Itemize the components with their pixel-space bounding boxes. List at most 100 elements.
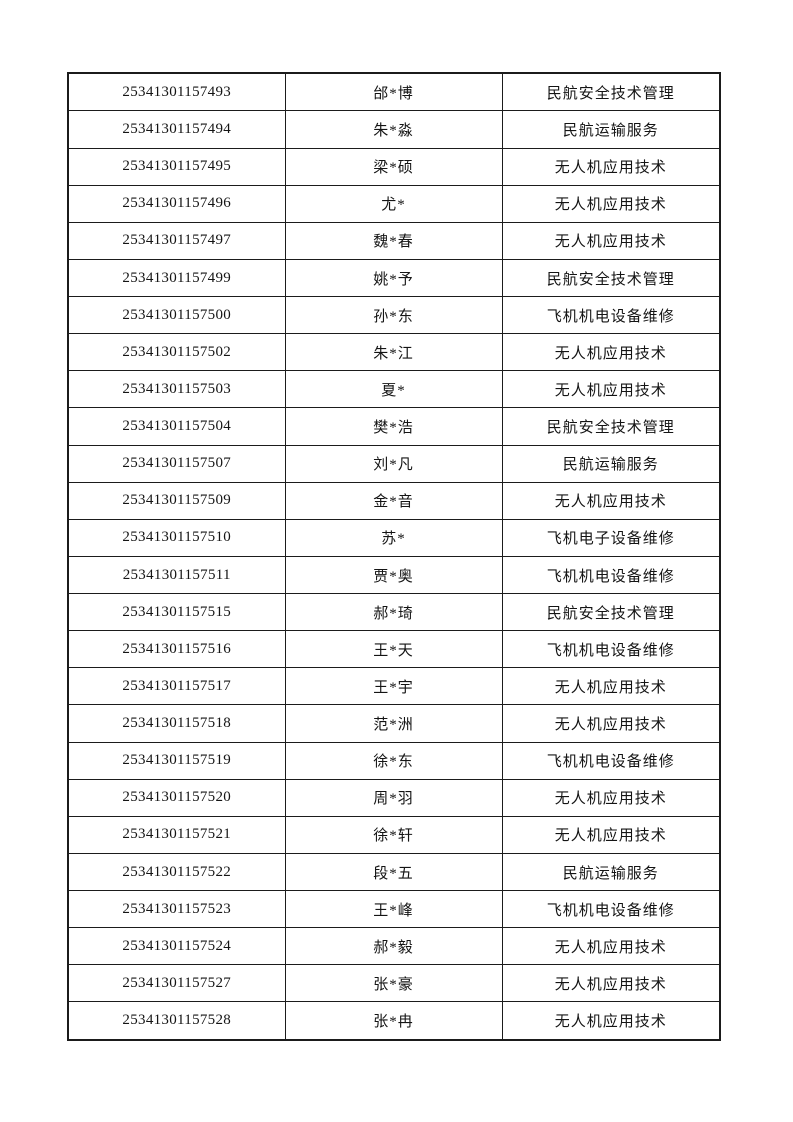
candidate-id-cell: 25341301157495 xyxy=(67,147,286,186)
candidate-name-cell: 郝*琦 xyxy=(284,593,503,632)
table-row: 25341301157524 郝*毅 无人机应用技术 xyxy=(67,927,721,966)
candidate-id-cell: 25341301157493 xyxy=(67,72,286,112)
candidate-name-cell: 贾*奥 xyxy=(284,555,503,595)
candidate-name-cell: 徐*东 xyxy=(284,741,503,780)
admission-roster-table: 25341301157493 邰*博 民航安全技术管理 25341301157494 朱… xyxy=(67,72,721,1041)
table-row: 25341301157528 张*冉 无人机应用技术 xyxy=(67,1001,721,1041)
major-name-cell: 无人机应用技术 xyxy=(501,1001,721,1041)
table-row: 25341301157495 梁*硕 无人机应用技术 xyxy=(67,147,721,186)
candidate-id-cell: 25341301157504 xyxy=(67,407,286,446)
table-row: 25341301157510 苏* 飞机电子设备维修 xyxy=(67,518,721,557)
major-name-cell: 无人机应用技术 xyxy=(501,927,721,966)
candidate-name-cell: 徐*轩 xyxy=(284,815,503,854)
candidate-name-cell: 张*豪 xyxy=(284,964,503,1003)
candidate-id-cell: 25341301157499 xyxy=(67,258,286,298)
table-row: 25341301157520 周*羽 无人机应用技术 xyxy=(67,778,721,817)
major-name-cell: 飞机电子设备维修 xyxy=(501,518,721,557)
candidate-name-cell: 邰*博 xyxy=(284,72,503,112)
table-row: 25341301157494 朱*淼 民航运输服务 xyxy=(67,110,721,149)
candidate-name-cell: 孙*东 xyxy=(284,296,503,335)
major-name-cell: 飞机机电设备维修 xyxy=(501,630,721,669)
table-row: 25341301157504 樊*浩 民航安全技术管理 xyxy=(67,407,721,446)
major-name-cell: 无人机应用技术 xyxy=(501,147,721,186)
candidate-id-cell: 25341301157515 xyxy=(67,593,286,632)
major-name-cell: 民航运输服务 xyxy=(501,444,721,483)
major-name-cell: 无人机应用技术 xyxy=(501,704,721,743)
candidate-name-cell: 郝*毅 xyxy=(284,927,503,966)
candidate-id-cell: 25341301157511 xyxy=(67,555,286,595)
candidate-id-cell: 25341301157528 xyxy=(67,1001,286,1041)
candidate-name-cell: 朱*江 xyxy=(284,333,503,372)
table-row: 25341301157500 孙*东 飞机机电设备维修 xyxy=(67,296,721,335)
table-row: 25341301157496 尤* 无人机应用技术 xyxy=(67,184,721,223)
candidate-name-cell: 朱*淼 xyxy=(284,110,503,149)
candidate-id-cell: 25341301157497 xyxy=(67,221,286,260)
candidate-name-cell: 张*冉 xyxy=(284,1001,503,1041)
major-name-cell: 无人机应用技术 xyxy=(501,221,721,260)
table-row: 25341301157503 夏* 无人机应用技术 xyxy=(67,370,721,409)
table-row: 25341301157516 王*天 飞机机电设备维修 xyxy=(67,630,721,669)
major-name-cell: 无人机应用技术 xyxy=(501,481,721,520)
table-row: 25341301157499 姚*予 民航安全技术管理 xyxy=(67,258,721,298)
major-name-cell: 飞机机电设备维修 xyxy=(501,296,721,335)
candidate-name-cell: 苏* xyxy=(284,518,503,557)
candidate-id-cell: 25341301157494 xyxy=(67,110,286,149)
table-row: 25341301157522 段*五 民航运输服务 xyxy=(67,852,721,892)
table-row: 25341301157517 王*宇 无人机应用技术 xyxy=(67,667,721,706)
candidate-name-cell: 姚*予 xyxy=(284,258,503,298)
candidate-name-cell: 王*峰 xyxy=(284,890,503,929)
major-name-cell: 无人机应用技术 xyxy=(501,184,721,223)
table-row: 25341301157519 徐*东 飞机机电设备维修 xyxy=(67,741,721,780)
candidate-id-cell: 25341301157517 xyxy=(67,667,286,706)
candidate-id-cell: 25341301157510 xyxy=(67,518,286,557)
candidate-id-cell: 25341301157520 xyxy=(67,778,286,817)
table-row: 25341301157497 魏*春 无人机应用技术 xyxy=(67,221,721,260)
candidate-id-cell: 25341301157503 xyxy=(67,370,286,409)
table-row: 25341301157509 金*音 无人机应用技术 xyxy=(67,481,721,520)
candidate-name-cell: 梁*硕 xyxy=(284,147,503,186)
table-row: 25341301157507 刘*凡 民航运输服务 xyxy=(67,444,721,483)
candidate-id-cell: 25341301157527 xyxy=(67,964,286,1003)
major-name-cell: 民航运输服务 xyxy=(501,852,721,892)
table-row: 25341301157502 朱*江 无人机应用技术 xyxy=(67,333,721,372)
major-name-cell: 无人机应用技术 xyxy=(501,370,721,409)
table-row: 25341301157511 贾*奥 飞机机电设备维修 xyxy=(67,555,721,595)
candidate-name-cell: 金*音 xyxy=(284,481,503,520)
table-row: 25341301157493 邰*博 民航安全技术管理 xyxy=(67,72,721,112)
candidate-name-cell: 刘*凡 xyxy=(284,444,503,483)
major-name-cell: 无人机应用技术 xyxy=(501,333,721,372)
major-name-cell: 无人机应用技术 xyxy=(501,778,721,817)
candidate-name-cell: 王*宇 xyxy=(284,667,503,706)
candidate-name-cell: 王*天 xyxy=(284,630,503,669)
major-name-cell: 民航安全技术管理 xyxy=(501,593,721,632)
table-row: 25341301157515 郝*琦 民航安全技术管理 xyxy=(67,593,721,632)
candidate-id-cell: 25341301157522 xyxy=(67,852,286,892)
candidate-id-cell: 25341301157521 xyxy=(67,815,286,854)
candidate-id-cell: 25341301157524 xyxy=(67,927,286,966)
candidate-id-cell: 25341301157500 xyxy=(67,296,286,335)
candidate-name-cell: 魏*春 xyxy=(284,221,503,260)
major-name-cell: 飞机机电设备维修 xyxy=(501,741,721,780)
candidate-id-cell: 25341301157519 xyxy=(67,741,286,780)
candidate-id-cell: 25341301157509 xyxy=(67,481,286,520)
candidate-name-cell: 周*羽 xyxy=(284,778,503,817)
major-name-cell: 无人机应用技术 xyxy=(501,667,721,706)
major-name-cell: 飞机机电设备维修 xyxy=(501,555,721,595)
major-name-cell: 民航安全技术管理 xyxy=(501,258,721,298)
candidate-id-cell: 25341301157516 xyxy=(67,630,286,669)
candidate-name-cell: 樊*浩 xyxy=(284,407,503,446)
candidate-id-cell: 25341301157518 xyxy=(67,704,286,743)
major-name-cell: 民航安全技术管理 xyxy=(501,72,721,112)
candidate-id-cell: 25341301157502 xyxy=(67,333,286,372)
major-name-cell: 飞机机电设备维修 xyxy=(501,890,721,929)
candidate-name-cell: 范*洲 xyxy=(284,704,503,743)
candidate-name-cell: 段*五 xyxy=(284,852,503,892)
table-row: 25341301157518 范*洲 无人机应用技术 xyxy=(67,704,721,743)
table-row: 25341301157521 徐*轩 无人机应用技术 xyxy=(67,815,721,854)
roster-table-body: 25341301157493 邰*博 民航安全技术管理 25341301157494 朱… xyxy=(67,72,721,1041)
candidate-id-cell: 25341301157523 xyxy=(67,890,286,929)
major-name-cell: 无人机应用技术 xyxy=(501,964,721,1003)
candidate-name-cell: 夏* xyxy=(284,370,503,409)
table-row: 25341301157523 王*峰 飞机机电设备维修 xyxy=(67,890,721,929)
